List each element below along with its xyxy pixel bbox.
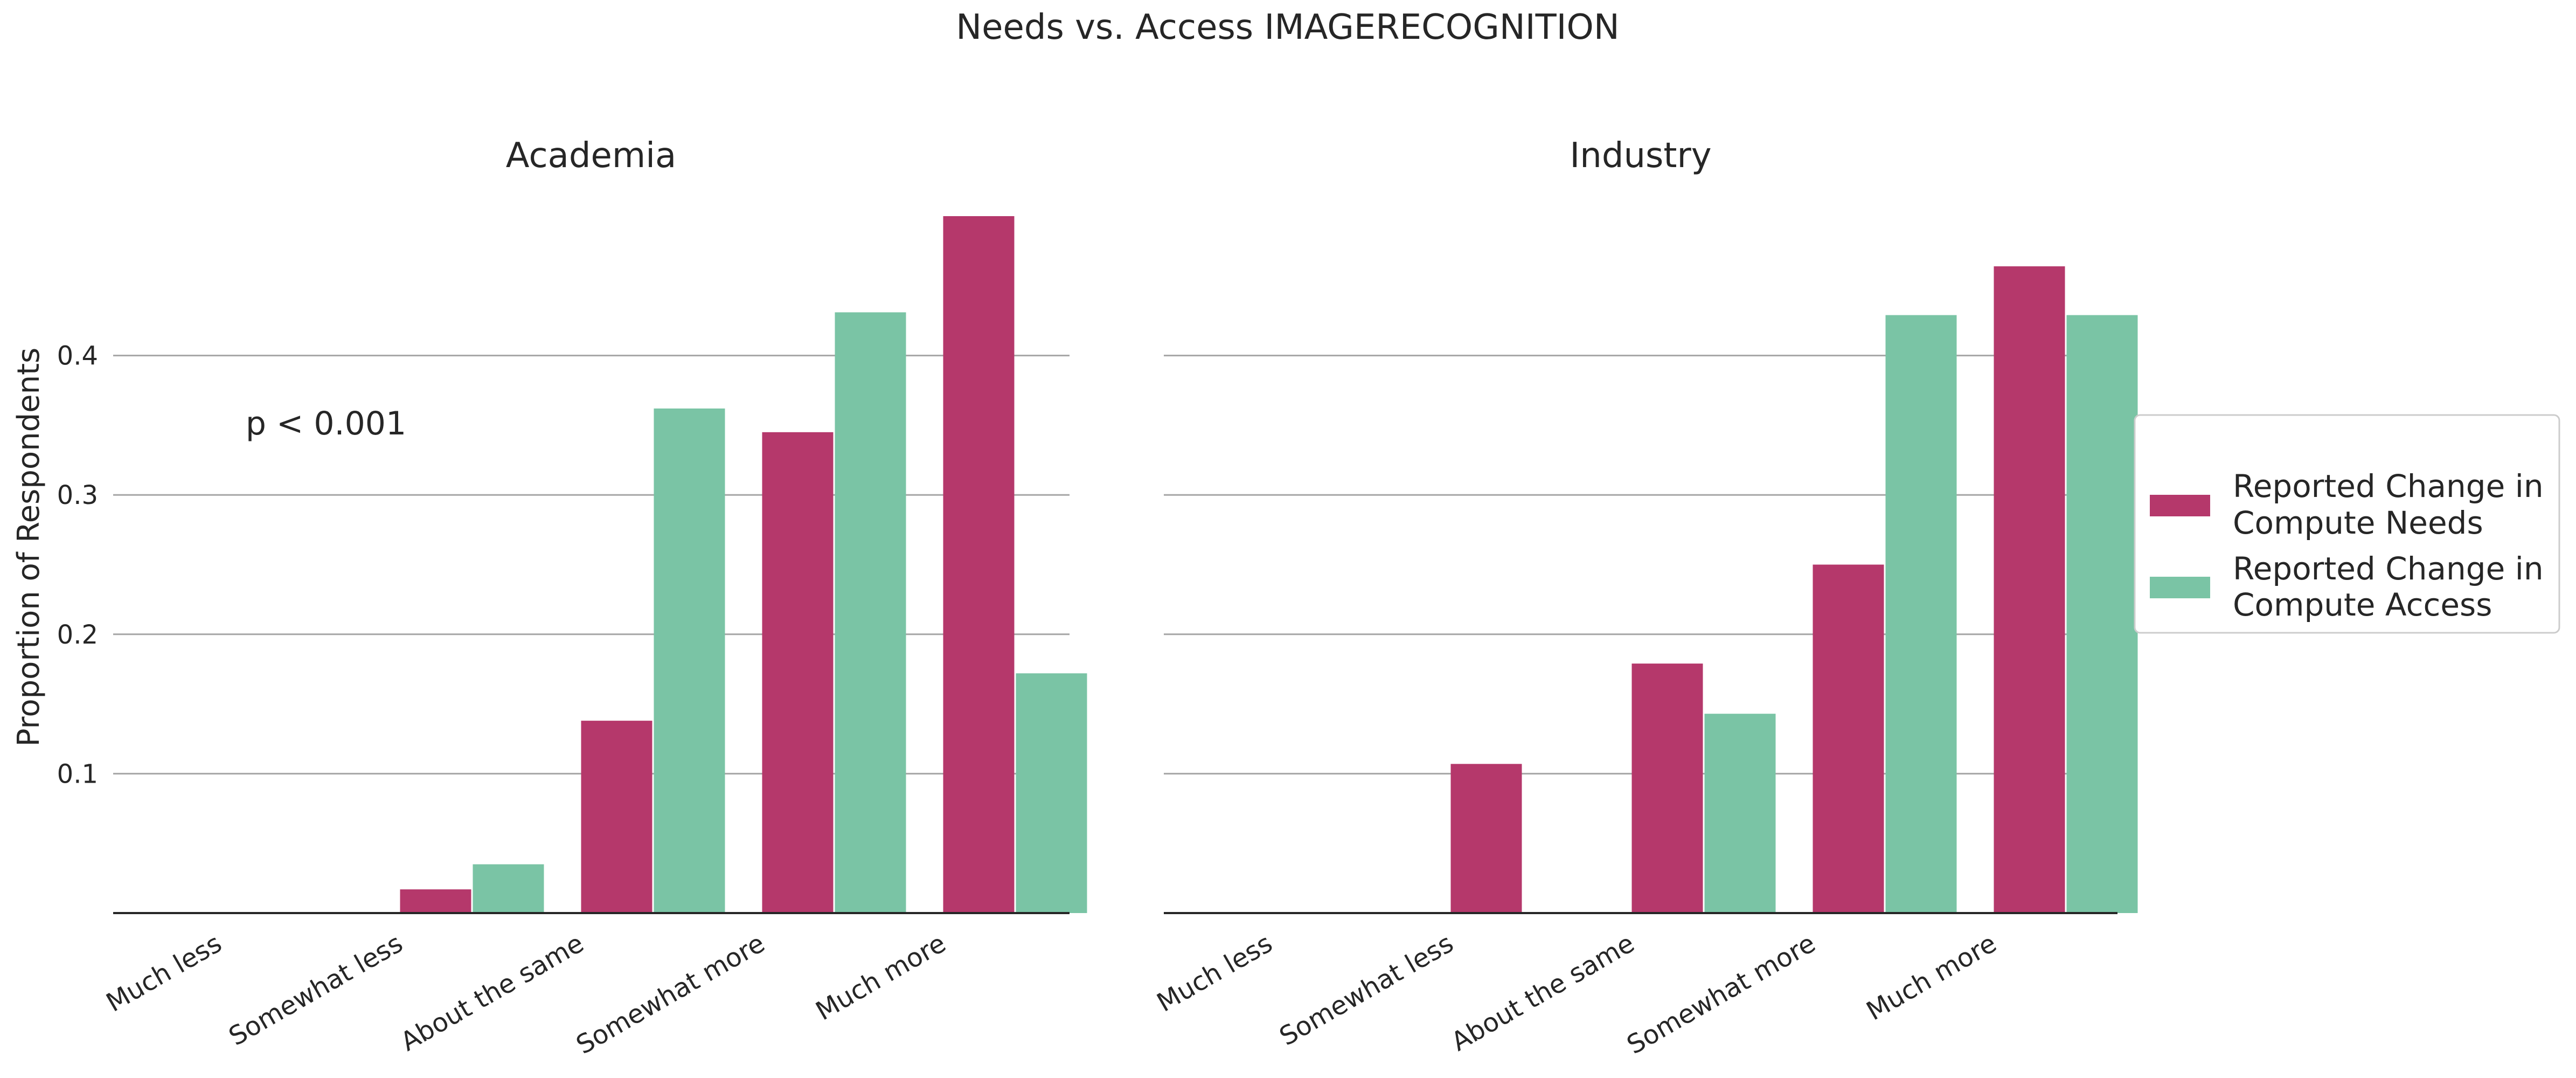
legend-box (2134, 414, 2560, 634)
legend-label-needs-line2: Compute Needs (2233, 505, 2483, 541)
y-tick-label: 0.2 (57, 620, 98, 650)
bar-industry-access-2 (1704, 714, 1776, 913)
bar-industry-needs-4 (1994, 266, 2065, 914)
bar-academia-needs-4 (943, 216, 1015, 913)
bar-industry-access-3 (1885, 315, 1957, 914)
y-axis-label: Proportion of Respondents (11, 348, 46, 747)
x-tick-label-industry-1: Somewhat less (1274, 928, 1459, 1052)
chart-title: Needs vs. Access IMAGERECOGNITION (956, 8, 1620, 47)
bar-industry-needs-2 (1631, 664, 1703, 913)
y-tick-label: 0.4 (57, 341, 98, 371)
annotation-p-value: p < 0.001 (246, 405, 406, 443)
bar-academia-needs-3 (762, 432, 834, 913)
x-tick-label-industry-3: Somewhat more (1622, 928, 1821, 1060)
legend-swatch-needs (2150, 495, 2210, 516)
legend-label-access-line2: Compute Access (2233, 586, 2492, 623)
y-tick-label: 0.3 (57, 480, 98, 510)
x-tick-label-academia-3: Somewhat more (571, 928, 770, 1060)
x-tick-label-industry-0: Much less (1152, 928, 1277, 1018)
y-tick-label: 0.1 (57, 759, 98, 789)
bar-academia-access-4 (1016, 673, 1087, 913)
x-tick-label-academia-2: About the same (395, 928, 589, 1057)
bar-academia-access-2 (654, 408, 725, 913)
legend-swatch-access (2150, 577, 2210, 598)
bar-industry-needs-1 (1450, 764, 1522, 913)
x-tick-label-academia-0: Much less (101, 928, 227, 1018)
legend-label-access-line1: Reported Change in (2233, 550, 2544, 587)
bar-academia-access-3 (835, 312, 906, 913)
x-tick-label-industry-4: Much more (1862, 928, 2002, 1027)
legend-label-needs-line1: Reported Change in (2233, 468, 2544, 505)
bar-academia-access-1 (473, 864, 544, 913)
x-tick-label-industry-2: About the same (1446, 928, 1640, 1057)
panel-title-academia: Academia (506, 136, 676, 176)
x-tick-label-academia-1: Somewhat less (224, 928, 408, 1052)
bar-industry-access-4 (2066, 315, 2138, 914)
bar-academia-needs-2 (581, 721, 652, 913)
bar-academia-needs-1 (400, 889, 471, 913)
bar-industry-needs-3 (1813, 564, 1884, 913)
panel-title-industry: Industry (1570, 136, 1711, 176)
legend: Reported Change in Compute Needs Reporte… (2134, 414, 2560, 634)
x-tick-label-academia-4: Much more (811, 928, 951, 1027)
